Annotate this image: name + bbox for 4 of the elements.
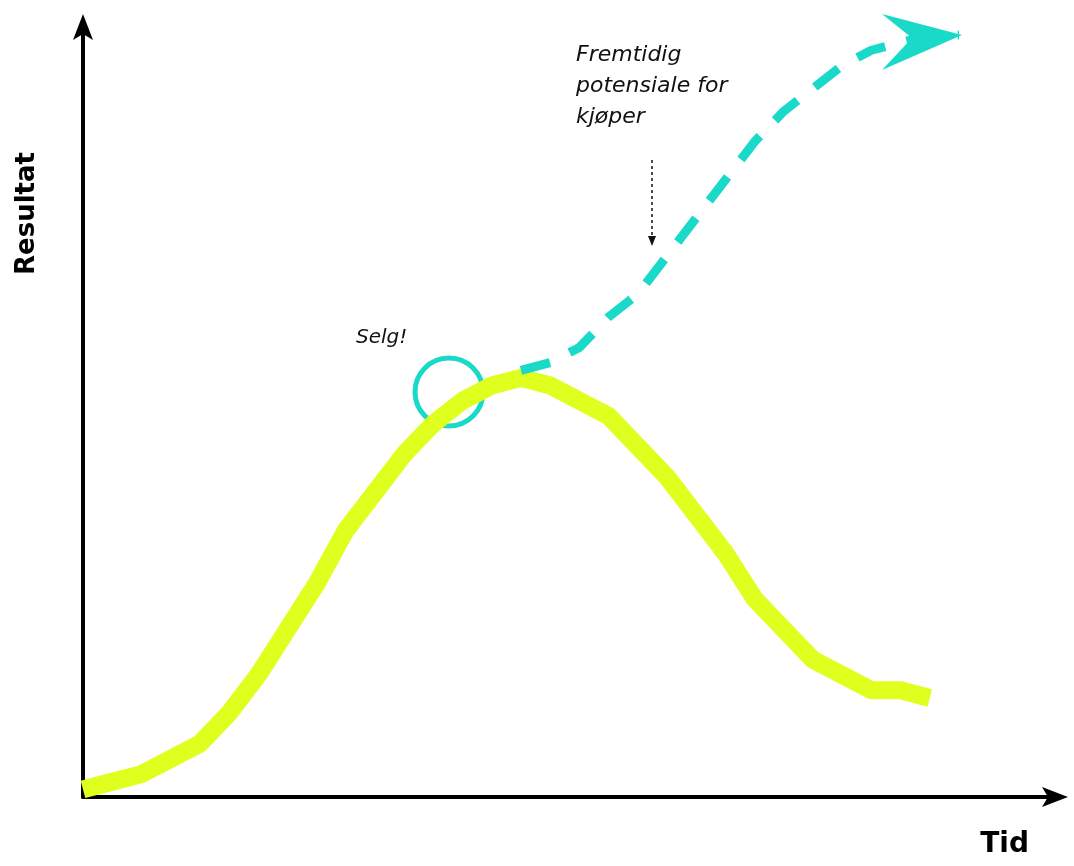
annotation: Fremtidig potensiale for kjøper: [575, 41, 735, 128]
y-axis-title: Resultat: [10, 152, 40, 275]
x-axis-title: Tid: [980, 825, 1030, 859]
annotation: Selg!: [356, 324, 408, 348]
